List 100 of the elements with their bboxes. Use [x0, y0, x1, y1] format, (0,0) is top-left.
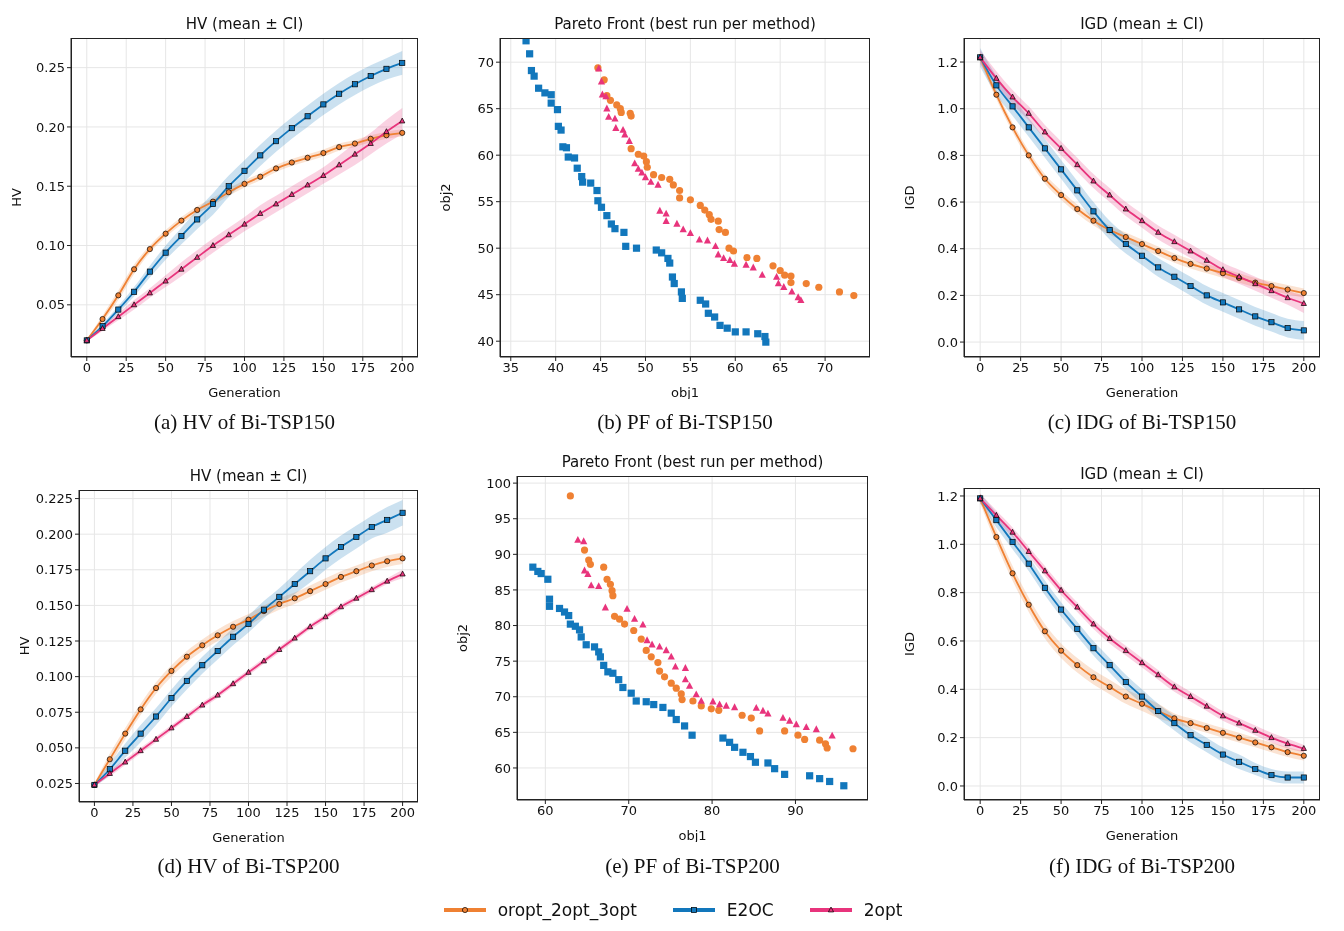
- x-tick-label: 75: [1093, 803, 1110, 819]
- x-tick-label: 150: [313, 805, 338, 821]
- x-tick-label: 100: [232, 360, 257, 376]
- x-tick-label: 70: [620, 803, 637, 819]
- y-tick-label: 75: [494, 653, 511, 669]
- y-tick-label: 100: [486, 475, 511, 491]
- x-axis-title: Generation: [212, 830, 285, 845]
- x-tick-label: 50: [1052, 803, 1070, 819]
- y-tick-label: 80: [494, 618, 511, 634]
- x-tick-label: 175: [1250, 360, 1276, 376]
- x-tick-label: 75: [1093, 360, 1110, 376]
- y-axis-title: HV: [16, 636, 32, 656]
- x-tick-label: 65: [771, 360, 789, 376]
- y-tick-label: 0.225: [35, 491, 73, 507]
- y-axis-title: obj2: [437, 183, 453, 212]
- legend-label: oropt_2opt_3opt: [497, 900, 637, 920]
- y-tick-label: 0.200: [35, 526, 73, 542]
- y-axis-title: IGD: [901, 185, 917, 210]
- y-tick-label: 0.6: [937, 633, 958, 649]
- x-tick-label: 100: [1129, 803, 1155, 819]
- chart-title: Pareto Front (best run per method): [560, 453, 825, 471]
- x-tick-label: 125: [271, 360, 297, 376]
- y-tick-label: 0.0: [937, 778, 958, 794]
- y-tick-label: 60: [494, 760, 511, 776]
- y-tick-label: 0.6: [937, 194, 958, 210]
- x-tick-label: 125: [274, 805, 300, 821]
- y-tick-label: 70: [494, 689, 511, 705]
- y-tick-label: 55: [477, 194, 494, 210]
- x-tick-label: 0: [82, 360, 91, 376]
- y-tick-label: 90: [494, 546, 511, 562]
- y-tick-label: 0.10: [36, 238, 65, 254]
- x-tick-label: 0: [976, 803, 985, 819]
- x-axis-title: obj1: [670, 385, 700, 400]
- y-tick-label: 65: [477, 101, 494, 117]
- x-tick-label: 100: [236, 805, 261, 821]
- y-tick-label: 0.4: [937, 241, 958, 257]
- y-tick-label: 0.2: [937, 730, 958, 746]
- x-tick-label: 90: [787, 803, 804, 819]
- x-tick-label: 200: [390, 805, 415, 821]
- y-tick-label: 50: [477, 240, 494, 256]
- y-tick-label: 0.0: [937, 334, 958, 350]
- y-tick-label: 1.2: [937, 54, 958, 70]
- y-axis-title: IGD: [901, 632, 917, 656]
- chart-title: IGD (mean ± CI): [1079, 465, 1205, 483]
- y-axis-title: HV: [8, 188, 24, 207]
- x-tick-label: 55: [682, 360, 699, 376]
- y-tick-label: 0.25: [36, 60, 65, 76]
- chart-title: Pareto Front (best run per method): [553, 15, 817, 33]
- text: (b) PF of Bi-TSP150: [596, 410, 774, 435]
- x-tick-label: 50: [157, 360, 174, 376]
- x-tick-label: 200: [1291, 360, 1317, 376]
- y-axis-title: obj2: [454, 623, 470, 653]
- x-tick-label: 200: [389, 360, 415, 376]
- x-tick-label: 125: [1170, 360, 1195, 376]
- y-tick-label: 0.20: [36, 119, 65, 135]
- chart-title: HV (mean ± CI): [184, 15, 305, 33]
- y-tick-label: 1.2: [937, 488, 958, 504]
- chart-title: IGD (mean ± CI): [1079, 15, 1205, 33]
- y-tick-label: 0.175: [35, 562, 73, 578]
- x-tick-label: 25: [124, 805, 142, 821]
- x-tick-label: 45: [592, 360, 609, 376]
- x-axis-title: Generation: [1105, 385, 1179, 400]
- y-tick-label: 0.15: [36, 178, 65, 194]
- x-tick-label: 40: [547, 360, 564, 376]
- y-tick-label: 60: [477, 147, 494, 163]
- y-tick-label: 65: [494, 724, 511, 740]
- y-tick-label: 85: [494, 582, 511, 598]
- x-tick-label: 50: [1052, 360, 1070, 376]
- x-tick-label: 150: [1210, 803, 1236, 819]
- x-axis-title: Generation: [1105, 828, 1179, 843]
- y-tick-label: 70: [477, 54, 494, 70]
- x-tick-label: 150: [310, 360, 336, 376]
- y-tick-label: 0.4: [937, 681, 958, 697]
- chart-title: HV (mean ± CI): [188, 467, 309, 485]
- x-axis-title: Generation: [208, 385, 281, 400]
- y-tick-label: 95: [494, 511, 511, 527]
- y-tick-label: 0.025: [35, 776, 73, 792]
- x-tick-label: 0: [976, 360, 985, 376]
- x-tick-label: 60: [537, 803, 554, 819]
- y-tick-label: 0.100: [35, 669, 73, 685]
- y-tick-label: 45: [477, 287, 494, 303]
- x-tick-label: 25: [1012, 803, 1029, 819]
- y-tick-label: 0.075: [35, 704, 73, 720]
- y-tick-label: 1.0: [937, 536, 958, 552]
- x-tick-label: 100: [1129, 360, 1155, 376]
- y-tick-label: 0.125: [35, 633, 73, 649]
- legend-label: E2OC: [726, 900, 774, 920]
- x-tick-label: 175: [1250, 803, 1276, 819]
- x-tick-label: 70: [816, 360, 834, 376]
- x-tick-label: 35: [502, 360, 520, 376]
- y-tick-label: 0.8: [937, 585, 958, 601]
- y-tick-label: 0.05: [36, 297, 65, 313]
- text: (f) IDG of Bi-TSP200: [1047, 854, 1237, 879]
- text: (a) HV of Bi-TSP150: [153, 410, 336, 435]
- x-axis-title: obj1: [678, 828, 707, 843]
- text: (c) IDG of Bi-TSP150: [1046, 410, 1238, 435]
- x-tick-label: 125: [1170, 803, 1195, 819]
- x-tick-label: 150: [1210, 360, 1236, 376]
- y-tick-label: 0.2: [937, 288, 958, 304]
- x-tick-label: 50: [163, 805, 180, 821]
